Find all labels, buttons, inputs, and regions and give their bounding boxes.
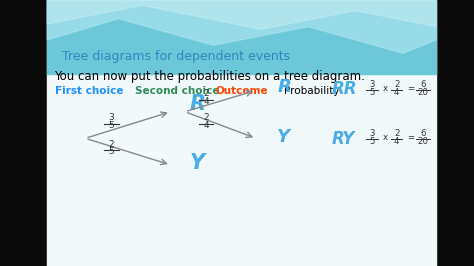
Text: First choice: First choice — [55, 86, 123, 97]
Text: 2: 2 — [394, 129, 400, 138]
Bar — [47, 0, 436, 266]
Text: x: x — [383, 84, 388, 93]
Text: 4: 4 — [203, 97, 209, 106]
Text: Tree diagrams for dependent events: Tree diagrams for dependent events — [62, 50, 290, 63]
Text: Outcome: Outcome — [216, 86, 268, 97]
Text: R: R — [190, 94, 206, 114]
Text: 2: 2 — [203, 89, 209, 98]
Text: 2: 2 — [203, 113, 209, 122]
Text: Y: Y — [277, 127, 290, 146]
Polygon shape — [47, 0, 436, 53]
Text: 20: 20 — [418, 137, 429, 146]
Text: R: R — [277, 78, 291, 96]
Text: 5: 5 — [369, 137, 375, 146]
Text: RR: RR — [332, 80, 357, 98]
Text: 5: 5 — [369, 88, 375, 97]
Bar — [436, 0, 474, 266]
Text: 6: 6 — [420, 80, 426, 89]
Text: RY: RY — [332, 130, 355, 148]
Text: 3: 3 — [369, 80, 375, 89]
Text: 5: 5 — [109, 147, 114, 156]
Text: 2: 2 — [394, 80, 400, 89]
Text: Y: Y — [190, 153, 205, 173]
Text: You can now put the probabilities on a tree diagram.: You can now put the probabilities on a t… — [55, 70, 365, 83]
Text: Second choice: Second choice — [135, 86, 219, 97]
Text: 4: 4 — [394, 88, 400, 97]
Text: =: = — [407, 133, 415, 142]
Bar — [47, 0, 436, 74]
Text: 5: 5 — [109, 121, 114, 130]
Text: 4: 4 — [203, 121, 209, 130]
Bar — [0, 0, 47, 266]
Text: 6: 6 — [420, 129, 426, 138]
Text: 2: 2 — [109, 140, 114, 149]
Text: 20: 20 — [418, 88, 429, 97]
Text: x: x — [383, 133, 388, 142]
Text: =: = — [407, 84, 415, 93]
Text: 3: 3 — [369, 129, 375, 138]
Polygon shape — [47, 0, 436, 29]
Text: 3: 3 — [109, 113, 114, 122]
Text: Probability: Probability — [284, 86, 340, 97]
Text: 4: 4 — [394, 137, 400, 146]
